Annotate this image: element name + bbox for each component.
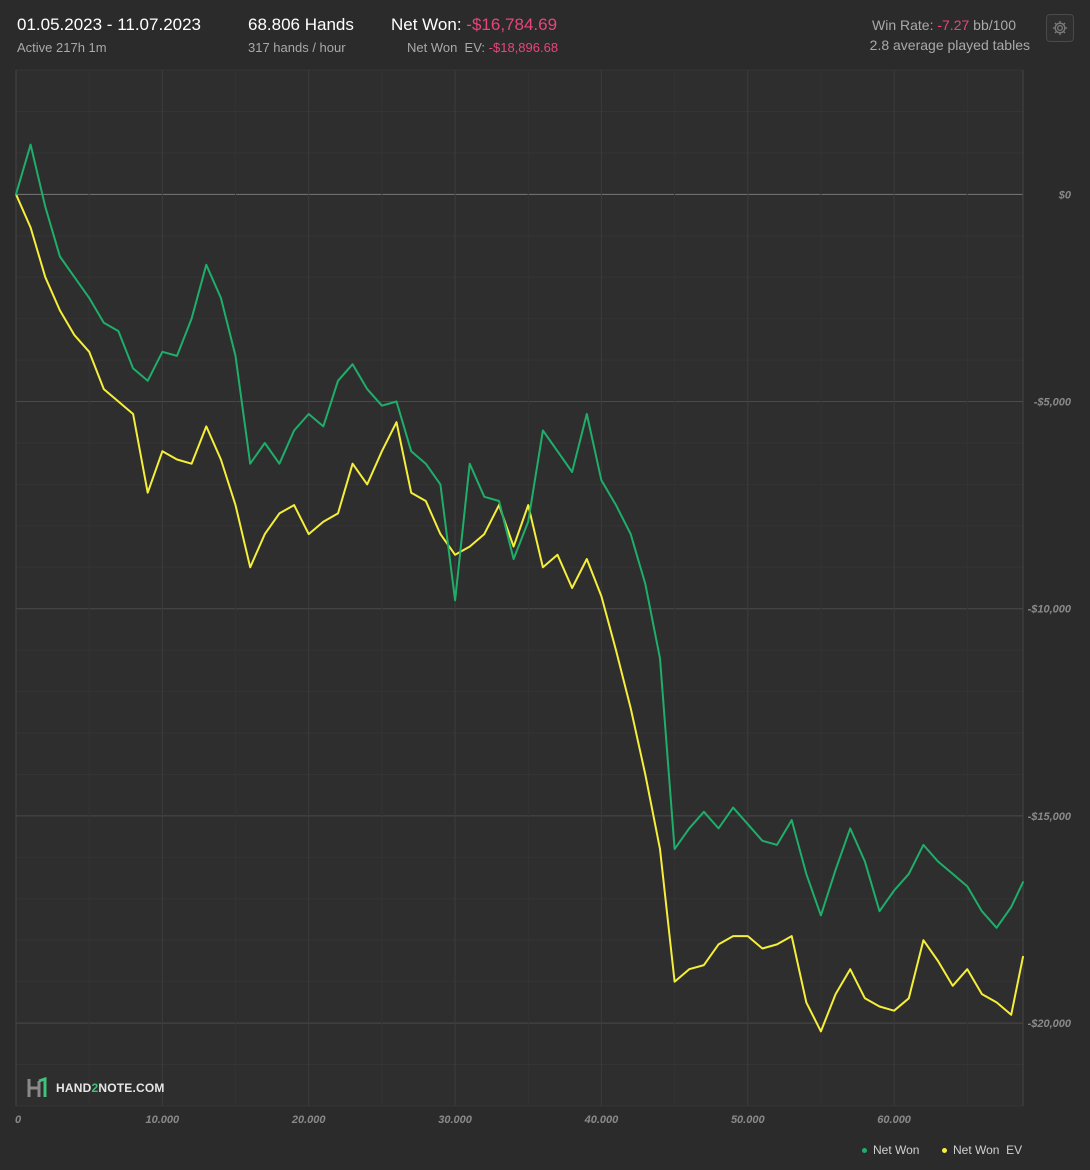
net-won-ev-line[interactable] xyxy=(15,193,1024,1033)
hands-count: 68.806 Hands xyxy=(248,15,354,34)
legend-label-net-won: Net Won xyxy=(873,1143,920,1157)
active-time: Active 217h 1m xyxy=(17,40,107,55)
net-won-label: Net Won: xyxy=(391,15,462,34)
legend-dot-net-won-ev xyxy=(942,1147,947,1153)
win-rate-value: -7.27 xyxy=(937,17,970,33)
x-tick-label: 0 xyxy=(15,1114,22,1126)
hands-per-hour: 317 hands / hour xyxy=(248,40,346,55)
grid-lines xyxy=(15,69,1024,1107)
x-tick-label: 60.000 xyxy=(877,1114,912,1126)
x-tick-label: 10.000 xyxy=(146,1114,181,1126)
win-rate-unit: bb/100 xyxy=(973,17,1016,33)
stats-header: 01.05.2023 - 11.07.2023 Active 217h 1m 6… xyxy=(0,0,1090,62)
x-tick-label: 20.000 xyxy=(291,1114,327,1126)
settings-button[interactable] xyxy=(1046,14,1074,42)
y-tick-label: $0 xyxy=(1058,189,1072,201)
plot-area xyxy=(16,70,1023,1106)
win-rate: Win Rate: -7.27 bb/100 xyxy=(872,17,1016,33)
legend-dot-net-won xyxy=(862,1147,867,1153)
net-won-value: -$16,784.69 xyxy=(466,15,558,34)
x-tick-label: 50.000 xyxy=(731,1114,766,1126)
net-won-summary: Net Won: -$16,784.69 xyxy=(391,15,557,35)
legend-net-won-ev[interactable]: Net Won EV xyxy=(942,1143,1022,1157)
date-range[interactable]: 01.05.2023 - 11.07.2023 xyxy=(17,15,202,34)
y-tick-label: -$15,000 xyxy=(1028,811,1072,823)
y-tick-label: -$5,000 xyxy=(1034,397,1072,409)
net-won-ev-value: -$18,896.68 xyxy=(488,40,559,55)
net-won-ev-summary: Net Won EV: -$18,896.68 xyxy=(407,40,558,55)
series-lines xyxy=(15,143,1024,1033)
legend-label-net-won-ev: Net Won EV xyxy=(953,1143,1023,1157)
x-tick-label: 30.000 xyxy=(438,1114,473,1126)
net-won-line[interactable] xyxy=(15,143,1024,929)
logo-text: HAND2NOTE.COM xyxy=(56,1081,165,1095)
y-axis: $0 -$5,000 -$10,000 -$15,000 -$20,000 xyxy=(1028,189,1072,1030)
avg-tables: 2.8 average played tables xyxy=(869,37,1030,53)
gear-icon xyxy=(1052,20,1068,36)
net-won-ev-label: Net Won EV: xyxy=(407,40,486,55)
hand2note-logo: HAND2NOTE.COM xyxy=(26,1077,165,1099)
x-tick-label: 40.000 xyxy=(584,1114,620,1126)
x-axis: 0 10.000 20.000 30.000 40.000 50.000 60.000 xyxy=(15,1114,912,1126)
y-tick-label: -$10,000 xyxy=(1028,604,1072,616)
logo-mark-icon xyxy=(27,1077,47,1097)
y-tick-label: -$20,000 xyxy=(1028,1018,1072,1030)
legend-net-won[interactable]: Net Won xyxy=(862,1143,919,1157)
win-rate-label: Win Rate: xyxy=(872,17,934,33)
